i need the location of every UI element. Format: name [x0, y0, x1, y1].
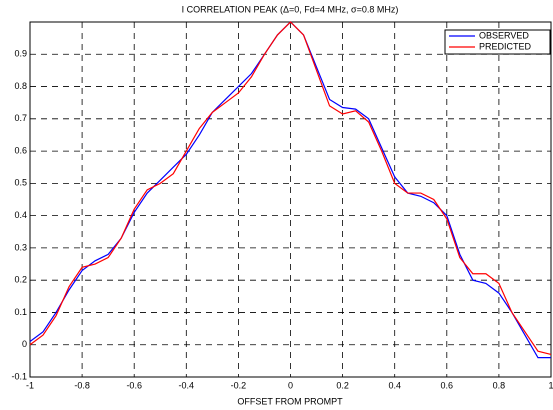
y-tick-label: 0.1 [14, 307, 27, 317]
legend-label: PREDICTED [479, 41, 532, 51]
x-tick-label: -0.6 [126, 380, 142, 390]
x-tick-label: 0.2 [336, 380, 349, 390]
x-tick-label: 0 [288, 380, 293, 390]
x-tick-label: -0.8 [74, 380, 90, 390]
y-tick-label: 0.2 [14, 275, 27, 285]
x-tick-label: 1 [548, 380, 553, 390]
y-tick-label: -0.1 [11, 371, 27, 381]
x-tick-label: 0.6 [441, 380, 454, 390]
series-line [29, 21, 552, 355]
y-tick-label: 0.6 [14, 145, 27, 155]
x-tick-label: -0.2 [231, 380, 247, 390]
y-tick-label: 0.5 [14, 178, 27, 188]
y-tick-label: 0.3 [14, 242, 27, 252]
legend-box [444, 29, 551, 55]
x-axis-label: OFFSET FROM PROMPT [237, 396, 343, 406]
y-tick-label: 0.8 [14, 81, 27, 91]
x-tick-label: -1 [26, 380, 34, 390]
y-tick-label: 0.7 [14, 113, 27, 123]
chart-title: I CORRELATION PEAK (Δ=0, Fd=4 MHz, σ=0.8… [182, 4, 399, 14]
y-tick-label: 0 [22, 339, 27, 349]
legend-label: OBSERVED [479, 30, 529, 40]
x-tick-label: 0.8 [493, 380, 506, 390]
x-tick-label: 0.4 [388, 380, 401, 390]
x-tick-label: -0.4 [179, 380, 195, 390]
y-tick-label: 0.4 [14, 210, 27, 220]
y-tick-label: 0.9 [14, 49, 27, 59]
